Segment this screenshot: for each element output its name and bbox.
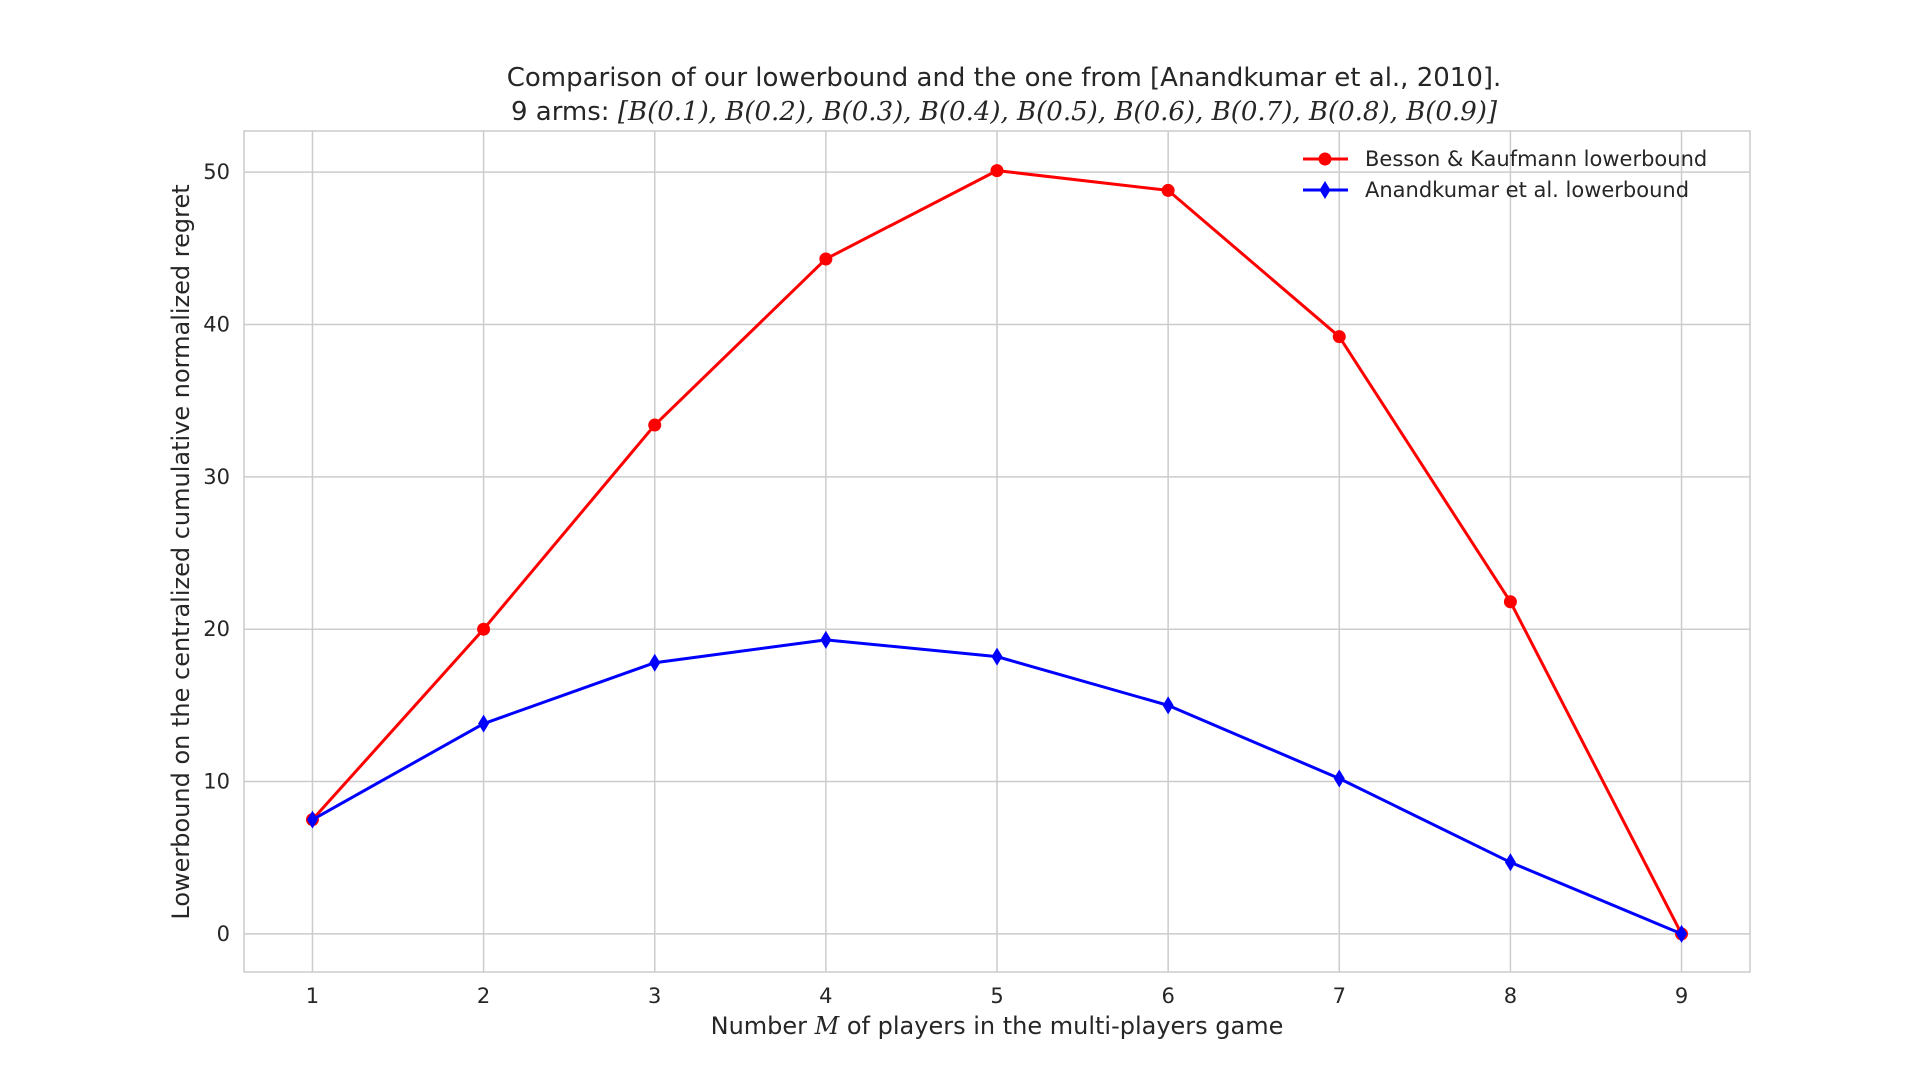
x-axis-label-suffix: of players in the multi-players game [839, 1012, 1283, 1040]
data-point [1162, 696, 1174, 715]
x-axis-label-prefix: Number [711, 1012, 815, 1040]
data-point [1504, 853, 1516, 872]
data-point [649, 653, 661, 672]
legend-item: Besson & Kaufmann lowerbound [1303, 147, 1707, 171]
y-tick-label: 20 [203, 617, 230, 641]
chart-title: Comparison of our lowerbound and the one… [507, 63, 1502, 93]
x-tick-label: 2 [477, 984, 490, 1008]
chart-subtitle-math: [B(0.1), B(0.2), B(0.3), B(0.4), B(0.5),… [618, 97, 1498, 127]
data-point [648, 418, 662, 432]
data-point [991, 647, 1003, 666]
data-series [305, 164, 1689, 943]
legend-marker [1319, 181, 1331, 199]
data-point [1161, 183, 1175, 197]
data-point [820, 630, 832, 649]
y-tick-labels: 0 10 20 30 40 50 [203, 160, 230, 946]
chart-subtitle: 9 arms: [B(0.1), B(0.2), B(0.3), B(0.4),… [511, 97, 1498, 127]
data-point [1503, 595, 1517, 609]
y-tick-label: 0 [217, 922, 230, 946]
x-tick-label: 4 [819, 984, 832, 1008]
x-tick-label: 1 [306, 984, 319, 1008]
y-tick-label: 30 [203, 465, 230, 489]
legend-item: Anandkumar et al. lowerbound [1303, 178, 1689, 202]
series-2 [306, 630, 1688, 943]
grid-lines [244, 131, 1750, 972]
x-tick-label: 6 [1161, 984, 1174, 1008]
data-point [306, 810, 318, 829]
legend: Besson & Kaufmann lowerbound Anandkumar e… [1303, 147, 1707, 202]
data-point [478, 714, 490, 733]
data-point [477, 622, 491, 636]
legend-label: Besson & Kaufmann lowerbound [1365, 147, 1707, 171]
chart-subtitle-prefix: 9 arms: [511, 97, 618, 127]
y-axis-label: Lowerbound on the centralized cumulative… [167, 184, 195, 919]
x-tick-labels: 1 2 3 4 5 6 7 8 9 [306, 984, 1688, 1008]
x-tick-label: 3 [648, 984, 661, 1008]
y-tick-label: 10 [203, 770, 230, 794]
legend-label: Anandkumar et al. lowerbound [1365, 178, 1689, 202]
x-tick-label: 8 [1504, 984, 1517, 1008]
data-point [1676, 924, 1688, 943]
data-point [1333, 769, 1345, 788]
data-point [990, 164, 1004, 178]
data-point [1332, 330, 1346, 344]
x-tick-label: 5 [990, 984, 1003, 1008]
x-axis-label: Number M of players in the multi-players… [711, 1012, 1284, 1040]
data-point [819, 252, 833, 266]
legend-marker [1318, 152, 1332, 166]
x-axis-label-math: M [814, 1012, 841, 1040]
x-tick-label: 9 [1675, 984, 1688, 1008]
x-tick-label: 7 [1333, 984, 1346, 1008]
y-tick-label: 50 [203, 160, 230, 184]
y-tick-label: 40 [203, 312, 230, 336]
